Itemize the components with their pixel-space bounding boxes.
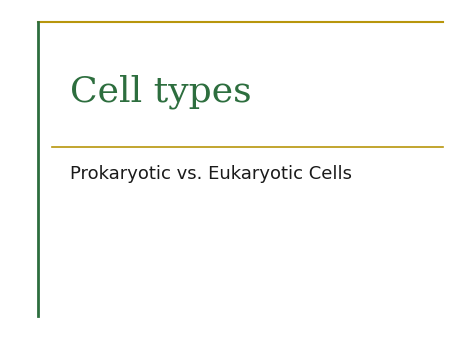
Text: Cell types: Cell types [70,74,252,108]
Text: Prokaryotic vs. Eukaryotic Cells: Prokaryotic vs. Eukaryotic Cells [70,165,352,183]
